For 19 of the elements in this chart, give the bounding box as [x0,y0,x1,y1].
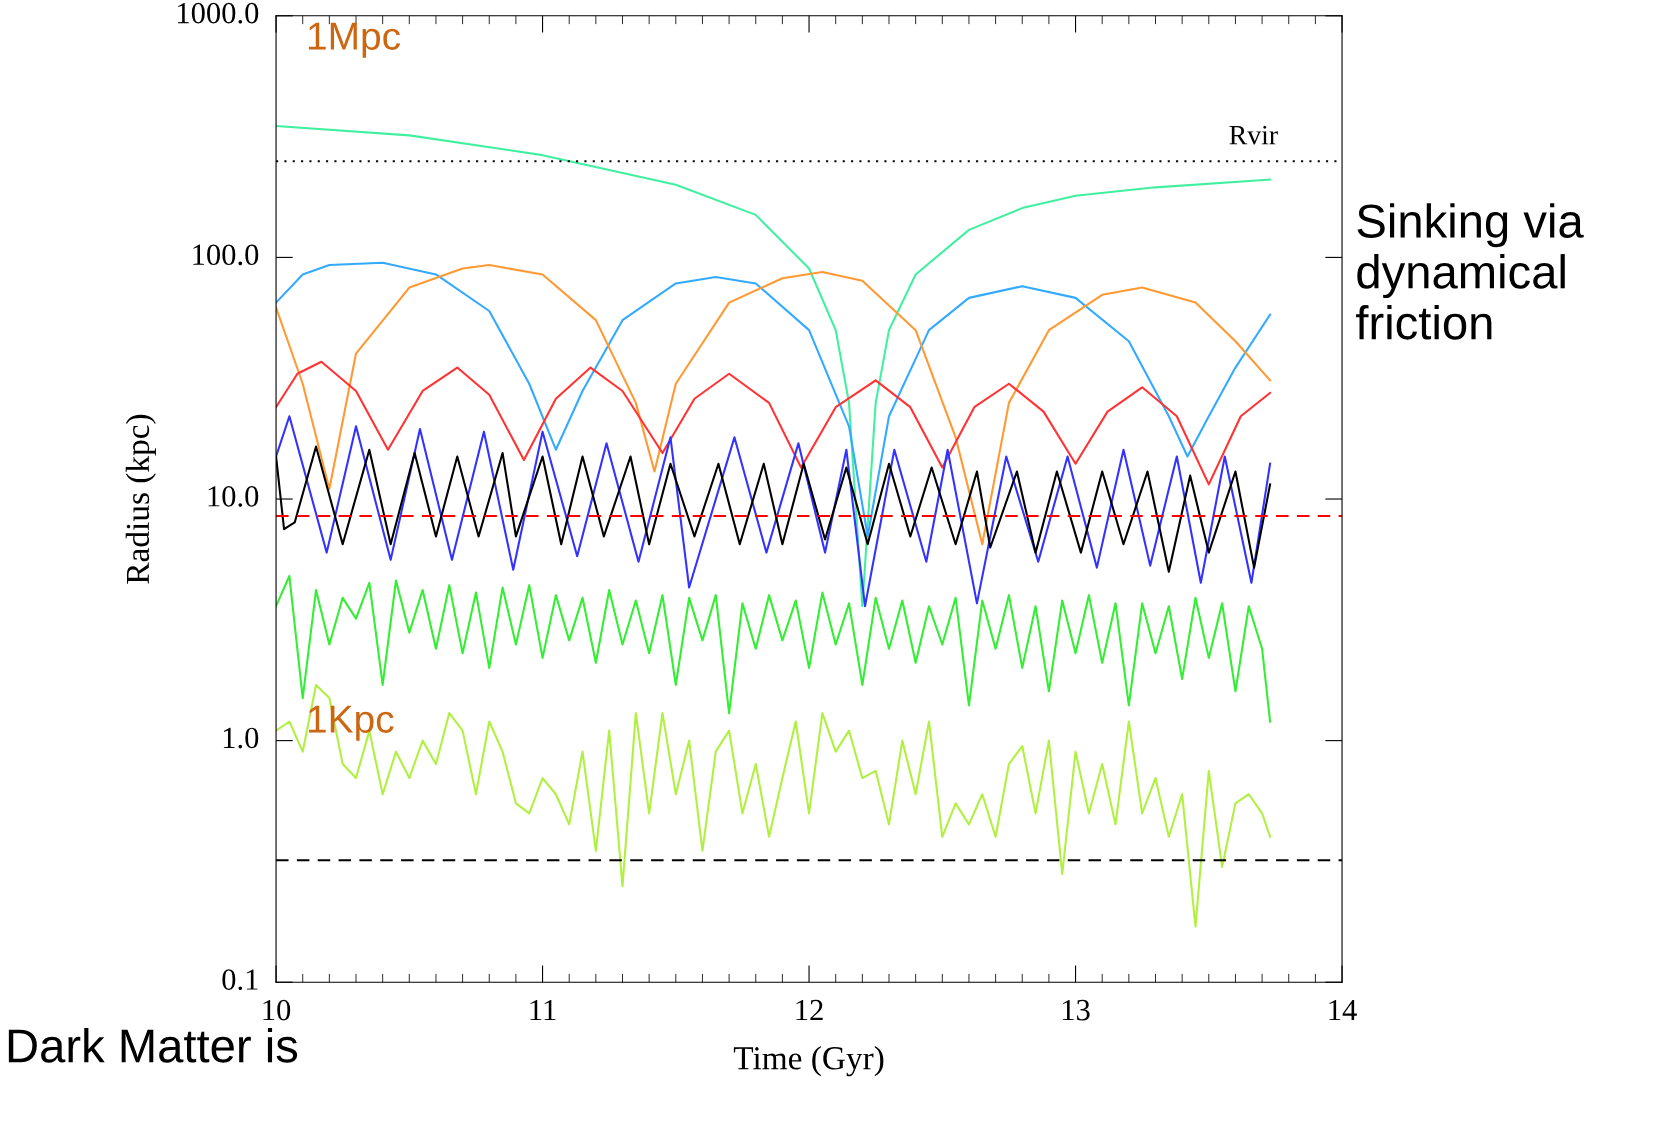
line-series [276,683,1272,928]
x-tick-label: 14 [1329,999,1357,1021]
x-tick-label: 10 [263,999,291,1021]
y-axis-title: Radius (kpc) [125,414,156,584]
y-tick-label: 1000.0 [178,2,259,24]
x-tick-label: 11 [530,999,556,1021]
annotation: 1Mpc [308,22,401,58]
x-tick-label: 12 [796,999,823,1021]
y-tick-label: 100.0 [193,244,259,266]
y-tick-label: 1.0 [223,727,259,749]
ref-line-label: Rvir [1229,125,1278,145]
y-tick-label: 10.0 [208,486,259,507]
y-tick-label: 0.1 [222,969,258,991]
x-axis-title: Time (Gyr) [733,1046,884,1077]
x-tick-label: 13 [1062,999,1090,1021]
line-series [276,415,1272,608]
text: Sinking via dynamical friction [1356,203,1584,340]
text: Dark Matter is [8,1027,298,1063]
line-series [276,360,1272,486]
